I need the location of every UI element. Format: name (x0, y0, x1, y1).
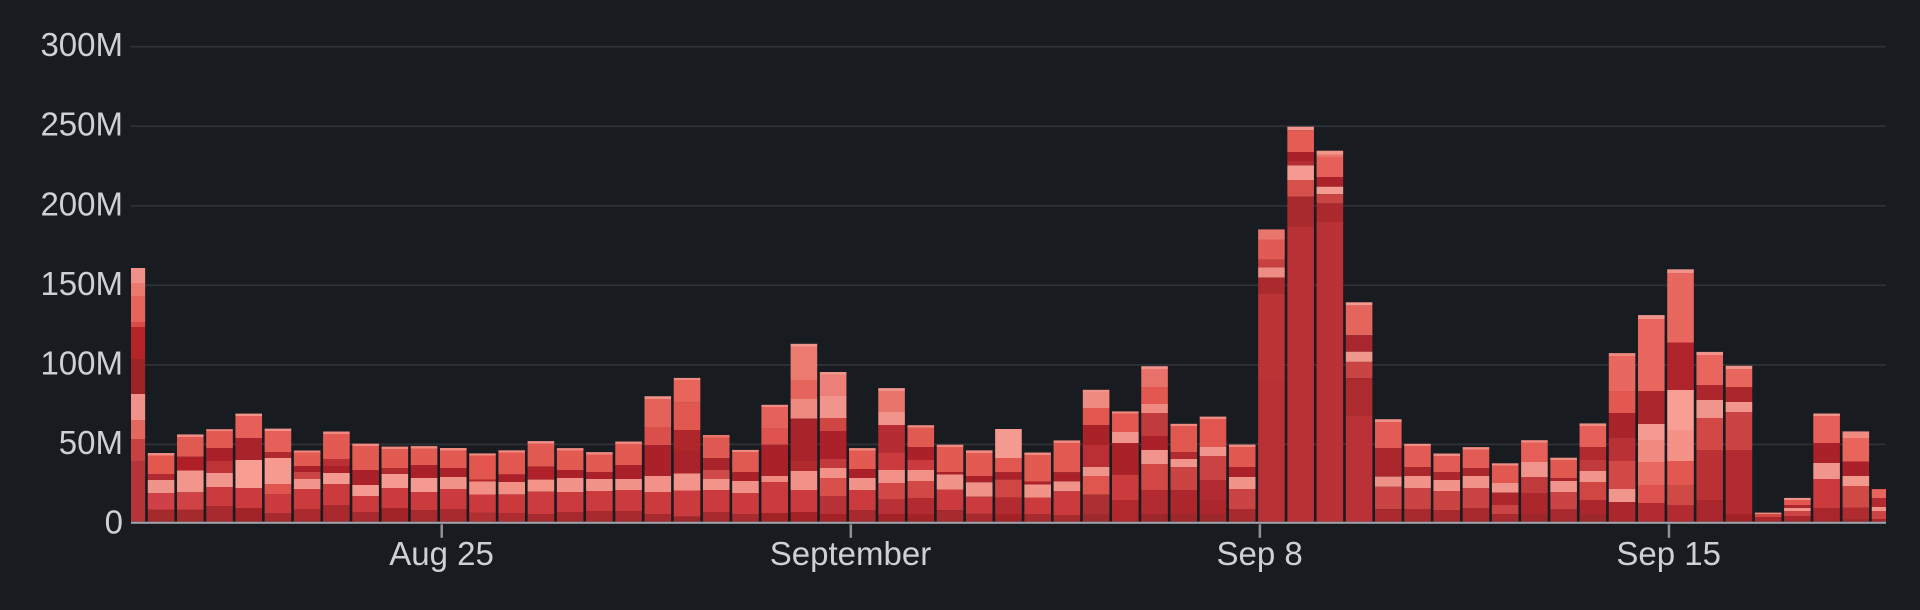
svg-text:100M: 100M (40, 344, 123, 381)
svg-text:50M: 50M (59, 424, 123, 461)
svg-text:250M: 250M (40, 106, 123, 143)
svg-text:200M: 200M (40, 185, 123, 222)
svg-text:300M: 300M (40, 26, 123, 63)
svg-text:Sep 15: Sep 15 (1616, 535, 1721, 572)
svg-text:September: September (770, 535, 931, 572)
svg-text:Aug 25: Aug 25 (389, 535, 494, 572)
svg-text:0: 0 (105, 504, 123, 541)
svg-text:Sep 8: Sep 8 (1216, 535, 1302, 572)
svg-text:150M: 150M (40, 265, 123, 302)
